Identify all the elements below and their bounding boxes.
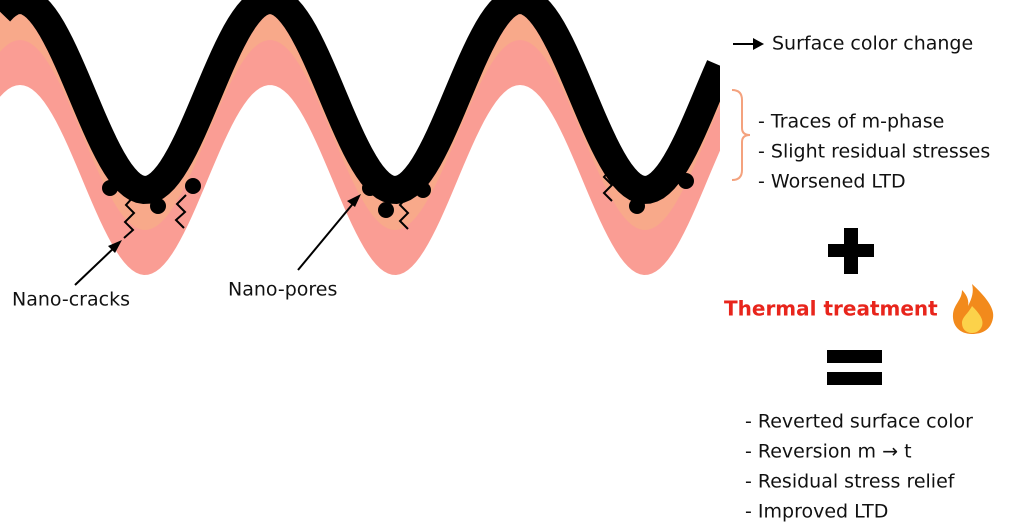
- plus-sign: [828, 228, 874, 274]
- effect-item: - Residual stress relief: [745, 471, 956, 493]
- after-effects: - Reverted surface color - Reversion m → …: [745, 411, 973, 523]
- effect-item: - Reversion m → t: [745, 441, 912, 463]
- effect-item: - Improved LTD: [745, 501, 888, 523]
- diagram: Nano-cracks Nano-pores Surface color cha…: [0, 0, 1011, 524]
- effect-item: - Slight residual stresses: [758, 141, 990, 163]
- flame-icon: [953, 284, 993, 334]
- surface-layer: [0, 0, 720, 190]
- bracket: [732, 90, 750, 180]
- wave: [0, 0, 720, 275]
- effect-item: - Traces of m-phase: [758, 111, 944, 133]
- before-effects: - Traces of m-phase - Slight residual str…: [758, 111, 990, 193]
- nano-pores-label: Nano-pores: [228, 279, 337, 301]
- effect-item: - Worsened LTD: [758, 171, 906, 193]
- equals-sign: [827, 350, 882, 385]
- treatment-label: Thermal treatment: [724, 297, 938, 321]
- effect-item: - Reverted surface color: [745, 411, 973, 433]
- surface-note: Surface color change: [772, 33, 973, 55]
- nano-cracks-label: Nano-cracks: [12, 289, 130, 311]
